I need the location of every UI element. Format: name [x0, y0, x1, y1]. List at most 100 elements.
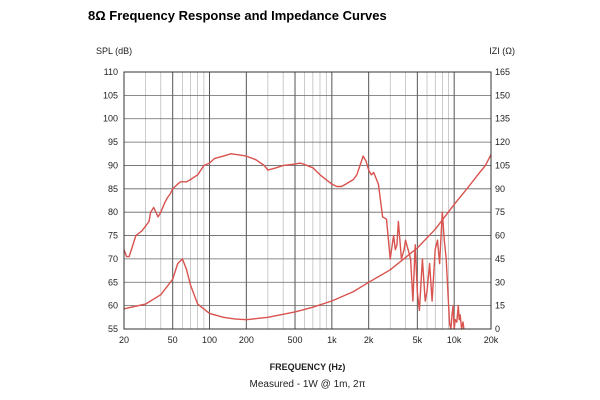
spl-point [404, 239, 407, 241]
spl-point [245, 155, 247, 157]
spl-point [434, 248, 436, 251]
spl-point [308, 165, 310, 167]
impedance-point [144, 303, 147, 305]
spl-point [144, 225, 147, 227]
spl-point [407, 248, 409, 251]
spl-point [416, 291, 418, 293]
y-tick-label-right: 15 [495, 301, 505, 311]
spl-point [189, 178, 192, 181]
spl-point [447, 305, 450, 307]
y-tick-label-right: 0 [495, 324, 500, 334]
spl-point [459, 314, 461, 316]
impedance-point [245, 319, 247, 321]
y-tick-label-left: 65 [108, 277, 118, 287]
spl-point [208, 162, 211, 164]
x-tick-label: 500 [287, 335, 302, 345]
spl-point [164, 202, 166, 204]
spl-point [304, 163, 306, 166]
spl-point [443, 239, 445, 241]
impedance-point [389, 269, 391, 271]
impedance-point [160, 294, 162, 296]
spl-point [424, 300, 426, 302]
y-tick-label-left: 95 [108, 137, 118, 147]
spl-point [377, 183, 379, 185]
x-tick-label: 50 [168, 335, 178, 345]
impedance-point [467, 186, 469, 188]
spl-point [186, 181, 188, 183]
y-tick-label-left: 105 [103, 90, 118, 100]
spl-point [222, 155, 225, 157]
impedance-point [478, 172, 480, 174]
spl-point [340, 185, 343, 188]
spl-point [203, 164, 205, 167]
spl-point [454, 319, 456, 321]
impedance-point [208, 312, 211, 315]
y-tick-label-left: 70 [108, 254, 118, 264]
impedance-point [181, 258, 183, 260]
impedance-point [368, 281, 370, 283]
spl-point [359, 164, 361, 167]
spl-point [362, 155, 364, 157]
chart-title: 8Ω Frequency Response and Impedance Curv… [88, 8, 387, 23]
y-tick-label-left: 55 [108, 324, 118, 334]
y-tick-label-left: 75 [108, 231, 118, 241]
impedance-point [416, 247, 418, 249]
spl-point [385, 218, 388, 220]
spl-point [336, 185, 338, 188]
y-tick-label-left: 85 [108, 184, 118, 194]
spl-point [128, 255, 130, 258]
y-tick-label-left: 80 [108, 207, 118, 217]
spl-point [150, 211, 152, 213]
y-tick-label-left: 60 [108, 301, 118, 311]
impedance-point [453, 203, 455, 205]
impedance-point [312, 306, 314, 308]
spl-point [462, 321, 464, 323]
spl-point [412, 300, 414, 302]
y-tick-label-right: 90 [495, 184, 505, 194]
x-axis-label: FREQUENCY (Hz) [270, 362, 346, 372]
impedance-point [484, 164, 487, 167]
spl-point [331, 183, 333, 185]
spl-point [393, 234, 395, 237]
y-tick-label-right: 45 [495, 254, 505, 264]
spl-point [319, 174, 321, 176]
impedance-point [434, 228, 436, 230]
y-tick-label-right: 105 [495, 160, 510, 170]
spl-point [441, 211, 443, 213]
spl-point [345, 183, 347, 185]
spl-point [370, 174, 372, 176]
spl-point [230, 153, 232, 155]
spl-point [263, 164, 265, 167]
y-axis-label-right: IZI (Ω) [489, 46, 515, 56]
impedance-point [331, 300, 333, 302]
x-tick-label: 100 [202, 335, 217, 345]
spl-point [255, 159, 257, 161]
x-tick-label: 20 [119, 335, 129, 345]
grid [124, 72, 491, 329]
spl-point [403, 248, 405, 251]
y-tick-label-right: 120 [495, 137, 510, 147]
spl-point [368, 169, 370, 171]
impedance-point [186, 269, 188, 271]
spl-point [125, 255, 128, 258]
spl-point [421, 258, 424, 260]
y-tick-label-right: 165 [495, 67, 510, 77]
impedance-point [189, 284, 192, 286]
measurement-note: Measured - 1W @ 1m, 2π [250, 379, 366, 390]
spl-point [148, 220, 150, 223]
series-group [123, 153, 492, 330]
impedance-point [222, 316, 225, 318]
x-tick-label: 2k [364, 335, 374, 345]
spl-point [456, 321, 458, 323]
x-tick-label: 10k [447, 335, 462, 345]
x-tick-label: 5k [413, 335, 423, 345]
x-tick-label: 20k [484, 335, 499, 345]
spl-point [177, 183, 179, 185]
spl-point [130, 248, 133, 251]
spl-point [409, 258, 412, 260]
spl-point [237, 154, 239, 156]
spl-point [382, 216, 384, 218]
impedance-point [294, 311, 296, 313]
plot-frame [123, 71, 492, 330]
